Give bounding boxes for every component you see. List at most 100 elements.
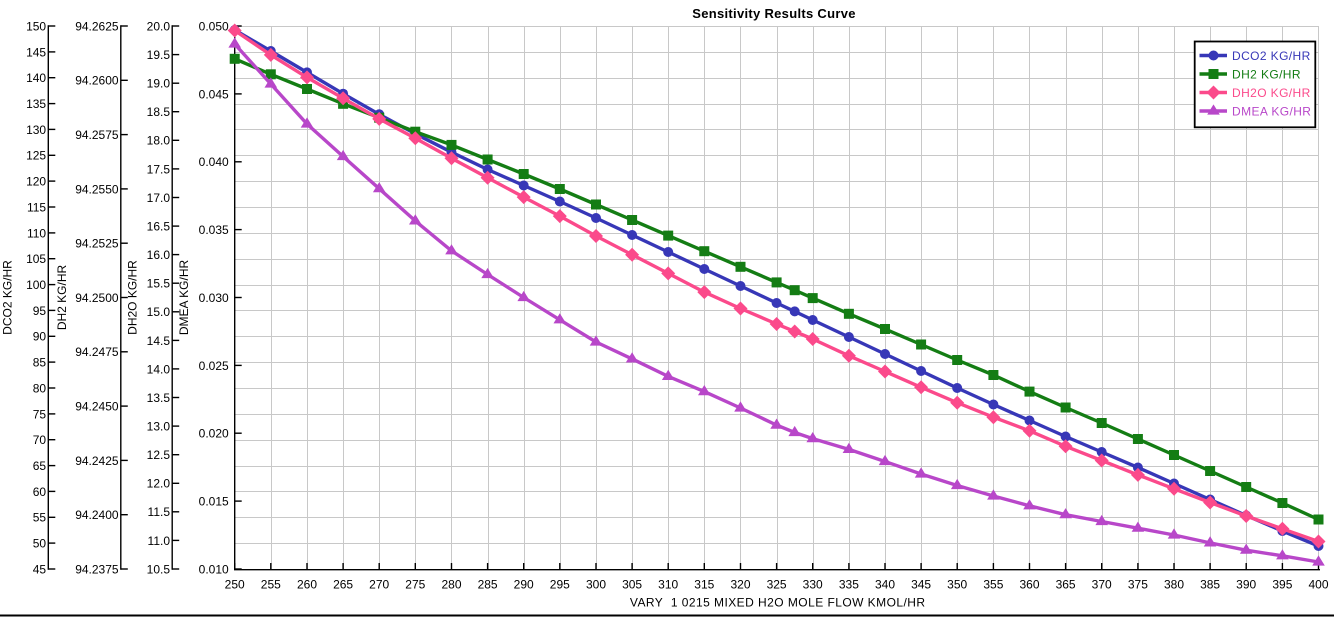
svg-text:265: 265: [333, 578, 353, 592]
svg-text:94.2425: 94.2425: [75, 454, 119, 468]
svg-text:13.0: 13.0: [147, 420, 171, 434]
svg-text:VARY 1 0215 MIXED H2O MOLE FL: VARY 1 0215 MIXED H2O MOLE FLOW KMOL/HR: [630, 596, 926, 610]
svg-text:18.0: 18.0: [147, 134, 171, 148]
svg-text:355: 355: [983, 578, 1003, 592]
svg-text:385: 385: [1200, 578, 1220, 592]
svg-text:310: 310: [658, 578, 678, 592]
svg-text:150: 150: [26, 19, 46, 33]
svg-text:14.5: 14.5: [147, 334, 171, 348]
svg-text:315: 315: [694, 578, 714, 592]
svg-text:94.2625: 94.2625: [75, 19, 119, 33]
svg-text:340: 340: [875, 578, 895, 592]
svg-text:20.0: 20.0: [147, 19, 171, 33]
svg-text:16.0: 16.0: [147, 248, 171, 262]
svg-text:DH2O KG/HR: DH2O KG/HR: [1232, 86, 1311, 100]
svg-text:60: 60: [33, 485, 47, 499]
svg-text:10.5: 10.5: [147, 562, 171, 576]
svg-text:15.5: 15.5: [147, 277, 171, 291]
svg-text:70: 70: [33, 433, 47, 447]
svg-text:130: 130: [26, 123, 46, 137]
svg-text:94.2525: 94.2525: [75, 237, 119, 251]
svg-text:380: 380: [1164, 578, 1184, 592]
svg-text:250: 250: [225, 578, 245, 592]
svg-text:135: 135: [26, 97, 46, 111]
svg-text:95: 95: [33, 304, 47, 318]
svg-text:0.035: 0.035: [199, 223, 229, 237]
svg-text:17.5: 17.5: [147, 162, 171, 176]
svg-text:0.020: 0.020: [199, 427, 229, 441]
svg-text:105: 105: [26, 252, 46, 266]
svg-text:115: 115: [27, 200, 46, 214]
svg-text:19.5: 19.5: [147, 48, 171, 62]
svg-text:94.2500: 94.2500: [75, 291, 119, 305]
svg-text:16.5: 16.5: [147, 220, 171, 234]
svg-text:18.5: 18.5: [147, 105, 171, 119]
svg-text:15.0: 15.0: [147, 305, 171, 319]
svg-text:365: 365: [1056, 578, 1076, 592]
svg-text:50: 50: [33, 537, 47, 551]
svg-text:280: 280: [441, 578, 461, 592]
svg-text:14.0: 14.0: [147, 362, 171, 376]
svg-text:55: 55: [33, 511, 47, 525]
svg-text:305: 305: [622, 578, 642, 592]
svg-text:400: 400: [1308, 578, 1328, 592]
svg-text:100: 100: [26, 278, 46, 292]
svg-text:DCO2 KG/HR: DCO2 KG/HR: [1232, 49, 1311, 63]
svg-text:120: 120: [26, 175, 46, 189]
svg-text:94.2600: 94.2600: [75, 74, 119, 88]
svg-text:330: 330: [803, 578, 823, 592]
svg-text:270: 270: [369, 578, 389, 592]
svg-text:80: 80: [33, 381, 47, 395]
svg-text:85: 85: [33, 356, 47, 370]
svg-text:0.040: 0.040: [199, 155, 229, 169]
svg-text:285: 285: [478, 578, 498, 592]
svg-text:75: 75: [33, 407, 47, 421]
svg-text:12.5: 12.5: [147, 448, 171, 462]
svg-text:DMEA KG/HR: DMEA KG/HR: [177, 260, 191, 336]
svg-text:65: 65: [33, 459, 47, 473]
svg-text:DH2O KG/HR: DH2O KG/HR: [126, 260, 140, 335]
svg-text:12.0: 12.0: [147, 477, 171, 491]
svg-text:275: 275: [405, 578, 425, 592]
svg-text:DH2 KG/HR: DH2 KG/HR: [1232, 67, 1301, 81]
svg-text:94.2375: 94.2375: [75, 562, 119, 576]
svg-text:360: 360: [1019, 578, 1039, 592]
svg-text:45: 45: [33, 562, 47, 576]
svg-text:370: 370: [1092, 578, 1112, 592]
svg-text:335: 335: [839, 578, 859, 592]
svg-text:255: 255: [261, 578, 281, 592]
svg-text:395: 395: [1272, 578, 1292, 592]
svg-text:320: 320: [730, 578, 750, 592]
svg-text:350: 350: [947, 578, 967, 592]
svg-text:90: 90: [33, 330, 47, 344]
svg-text:260: 260: [297, 578, 317, 592]
svg-text:325: 325: [767, 578, 787, 592]
svg-text:0.030: 0.030: [199, 291, 229, 305]
svg-text:11.5: 11.5: [148, 505, 171, 519]
svg-text:11.0: 11.0: [148, 534, 171, 548]
svg-text:0.050: 0.050: [199, 19, 229, 33]
svg-text:390: 390: [1236, 578, 1256, 592]
svg-text:DMEA KG/HR: DMEA KG/HR: [1232, 104, 1311, 118]
svg-text:DCO2 KG/HR: DCO2 KG/HR: [1, 260, 15, 335]
svg-text:125: 125: [26, 149, 46, 163]
svg-text:19.0: 19.0: [147, 77, 171, 91]
svg-text:290: 290: [514, 578, 534, 592]
svg-text:DH2 KG/HR: DH2 KG/HR: [55, 264, 69, 330]
svg-text:300: 300: [586, 578, 606, 592]
svg-text:345: 345: [911, 578, 931, 592]
svg-text:94.2575: 94.2575: [75, 128, 119, 142]
svg-text:0.045: 0.045: [199, 87, 229, 101]
svg-text:0.025: 0.025: [199, 359, 229, 373]
svg-text:375: 375: [1128, 578, 1148, 592]
svg-text:140: 140: [26, 71, 46, 85]
svg-text:110: 110: [27, 226, 46, 240]
svg-text:94.2450: 94.2450: [75, 400, 119, 414]
svg-text:0.015: 0.015: [199, 495, 229, 509]
svg-text:0.010: 0.010: [199, 562, 229, 576]
svg-text:295: 295: [550, 578, 570, 592]
svg-text:17.0: 17.0: [147, 191, 171, 205]
svg-text:94.2550: 94.2550: [75, 182, 119, 196]
svg-text:94.2400: 94.2400: [75, 508, 119, 522]
svg-text:13.5: 13.5: [147, 391, 171, 405]
